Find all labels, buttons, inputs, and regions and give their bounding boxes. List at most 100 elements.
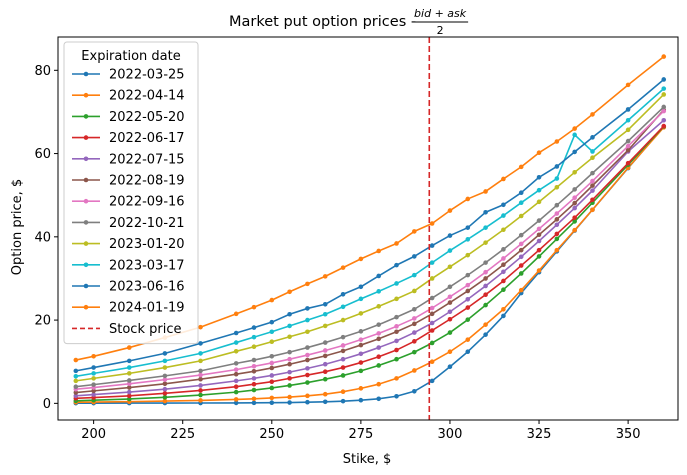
- data-point: [518, 232, 524, 238]
- data-point: [394, 347, 399, 353]
- data-point: [483, 302, 488, 308]
- data-point: [661, 108, 667, 114]
- data-point: [322, 274, 328, 279]
- data-point: [483, 189, 488, 194]
- data-point: [322, 340, 328, 345]
- legend-marker: [83, 177, 89, 183]
- data-point: [536, 199, 542, 205]
- legend-marker: [83, 135, 89, 140]
- data-point: [126, 385, 132, 390]
- data-point: [572, 126, 577, 131]
- data-point: [358, 337, 364, 342]
- data-point: [322, 311, 328, 317]
- data-point: [73, 368, 79, 374]
- legend-label: Stock price: [109, 322, 181, 337]
- series-line: [75, 88, 665, 378]
- data-point: [376, 331, 381, 336]
- data-point: [483, 322, 488, 327]
- legend-marker: [83, 262, 89, 268]
- data-point: [394, 324, 399, 329]
- x-tick-label: 250: [259, 427, 284, 442]
- data-point: [198, 398, 203, 403]
- legend-marker: [83, 220, 89, 225]
- data-point: [394, 281, 399, 286]
- data-point: [198, 388, 203, 393]
- data-point: [661, 54, 667, 59]
- data-point: [340, 348, 346, 354]
- data-point: [447, 364, 453, 370]
- data-point: [429, 260, 435, 265]
- series-2022-10-21: [73, 104, 667, 389]
- data-point: [590, 155, 595, 161]
- data-point: [429, 328, 435, 333]
- plot-frame: [57, 36, 679, 421]
- data-point: [465, 296, 471, 302]
- data-point: [233, 349, 239, 354]
- data-point: [233, 371, 239, 377]
- data-point: [305, 357, 310, 363]
- data-point: [447, 294, 453, 300]
- x-axis-label: Stike, $: [343, 452, 392, 467]
- data-point: [198, 358, 203, 364]
- data-point: [91, 365, 96, 370]
- data-point: [572, 132, 577, 138]
- data-point: [590, 178, 595, 184]
- data-point: [126, 371, 132, 376]
- data-point: [233, 367, 239, 372]
- x-tick-label: 350: [616, 427, 641, 442]
- data-point: [394, 262, 399, 268]
- data-point: [322, 348, 328, 353]
- legend-label: 2023-06-16: [109, 280, 185, 295]
- data-point: [358, 397, 364, 403]
- data-point: [287, 376, 292, 381]
- series-layer: [73, 54, 667, 406]
- data-point: [554, 222, 560, 228]
- data-point: [572, 205, 577, 211]
- data-point: [501, 278, 506, 284]
- data-point: [465, 288, 471, 294]
- data-point: [322, 399, 328, 405]
- data-point: [322, 376, 328, 382]
- data-point: [590, 112, 595, 117]
- data-point: [287, 383, 292, 388]
- legend-label: 2022-07-15: [109, 152, 185, 167]
- data-point: [483, 269, 488, 275]
- data-point: [287, 311, 292, 317]
- data-point: [501, 247, 506, 252]
- data-point: [251, 368, 257, 374]
- data-point: [501, 313, 506, 319]
- data-point: [269, 339, 275, 345]
- data-point: [162, 386, 168, 392]
- data-point: [412, 330, 417, 335]
- data-point: [572, 227, 577, 233]
- data-point: [162, 365, 168, 370]
- data-point: [162, 373, 168, 379]
- data-point: [269, 360, 275, 366]
- data-point: [322, 369, 328, 375]
- data-point: [536, 187, 542, 193]
- data-point: [251, 387, 257, 393]
- data-point: [394, 393, 399, 399]
- data-point: [590, 135, 595, 140]
- data-point: [554, 231, 560, 237]
- legend-label: 2024-01-19: [109, 301, 185, 316]
- data-point: [447, 264, 453, 270]
- data-point: [287, 323, 292, 329]
- data-point: [305, 372, 310, 378]
- data-point: [394, 329, 399, 335]
- data-point: [394, 356, 399, 362]
- legend-marker: [83, 156, 89, 162]
- data-point: [661, 86, 667, 91]
- data-point: [251, 304, 257, 310]
- data-point: [447, 233, 453, 238]
- data-point: [126, 358, 132, 364]
- data-point: [536, 232, 542, 238]
- data-point: [305, 380, 310, 385]
- legend-label: 2023-03-17: [109, 258, 185, 273]
- data-point: [554, 247, 560, 253]
- data-point: [465, 349, 471, 355]
- legend-title: Expiration date: [81, 49, 180, 64]
- data-point: [518, 247, 524, 253]
- data-point: [518, 213, 524, 219]
- series-line: [75, 109, 665, 394]
